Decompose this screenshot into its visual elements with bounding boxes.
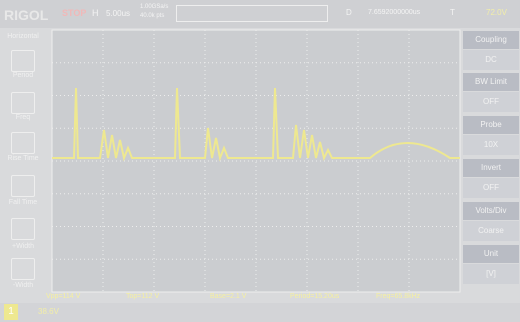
measurement: Freq=65.8kHz (376, 293, 420, 300)
menu-label: Probe (463, 116, 519, 134)
menu-label: Unit (463, 245, 519, 263)
graticule (0, 0, 520, 322)
measurement: Vpp=114 V (46, 293, 80, 300)
menu-label: Invert (463, 159, 519, 177)
channel-number[interactable]: 1 (4, 304, 18, 320)
channel-scale: 38.6V (38, 307, 59, 316)
scope-screen: RIGOL STOP H 5.00us 1.00GSa/s 40.0k pts … (0, 0, 520, 322)
bottom-bar (0, 303, 520, 322)
menu-label: BW Limit (463, 73, 519, 91)
measurement: Top=112 V (126, 293, 159, 300)
menu-value[interactable]: Coarse (463, 221, 519, 241)
menu-value[interactable]: [V] (463, 264, 519, 284)
menu-value[interactable]: DC (463, 50, 519, 70)
measurement: Period=15.20us (290, 293, 339, 300)
menu-value[interactable]: OFF (463, 92, 519, 112)
measurement: Base=2.1 V (210, 293, 246, 300)
menu-value[interactable]: 10X (463, 135, 519, 155)
menu-label: Coupling (463, 31, 519, 49)
menu-label: Volts/Div (463, 202, 519, 220)
menu-value[interactable]: OFF (463, 178, 519, 198)
